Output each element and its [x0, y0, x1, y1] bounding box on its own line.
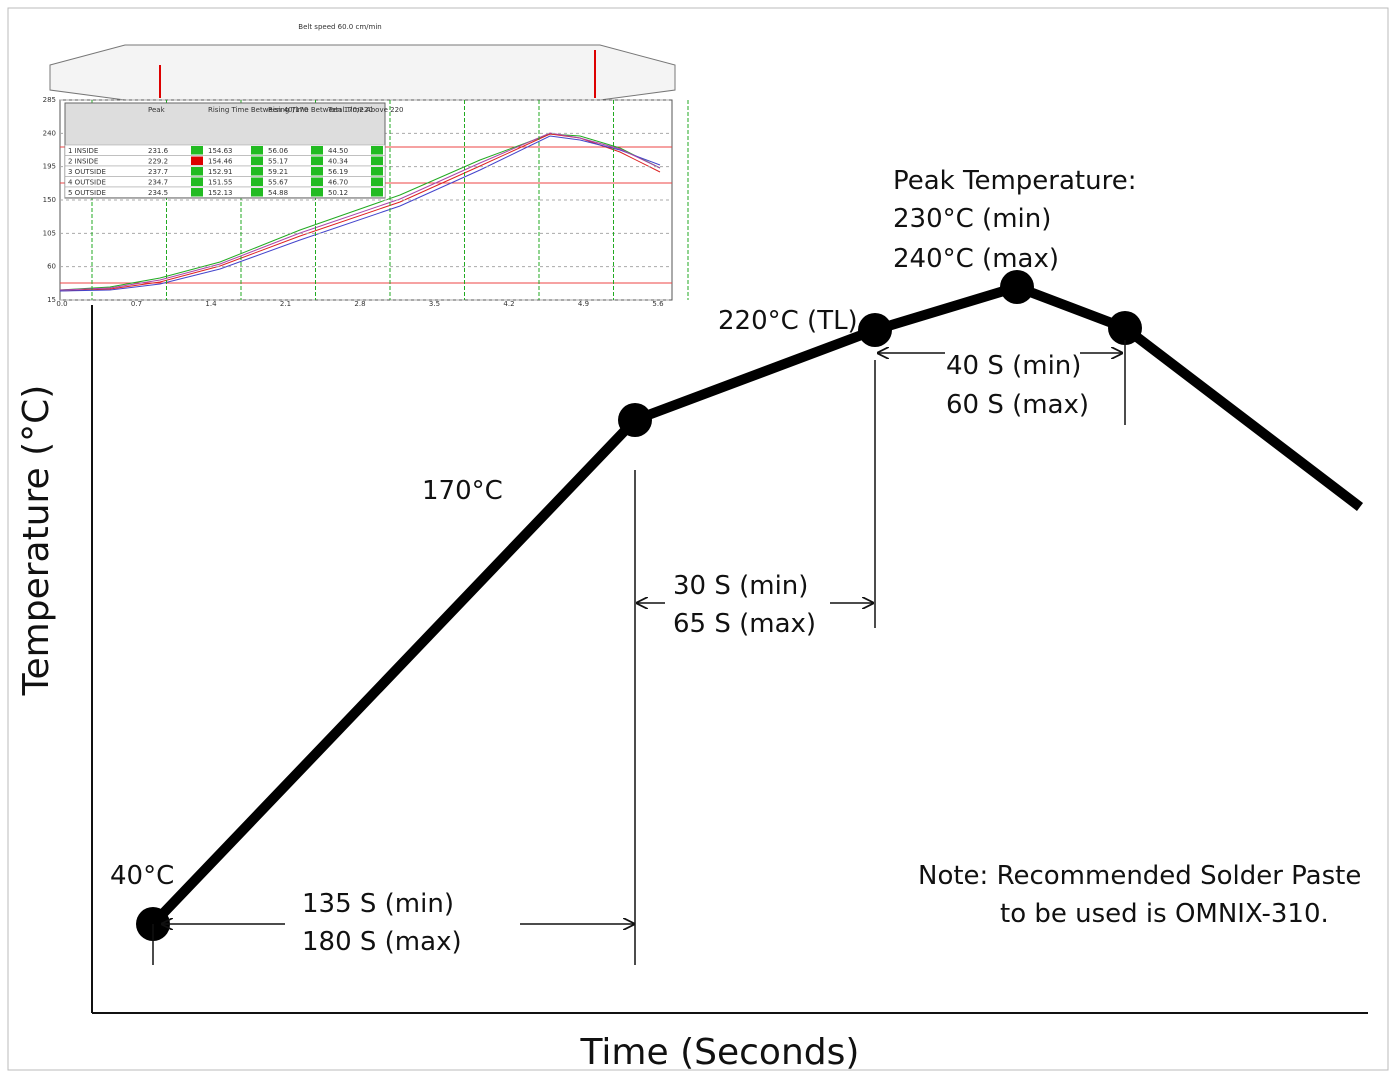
- table-header: Rising Time Between 40/170: [208, 106, 308, 114]
- table-cell: 59.21: [268, 168, 288, 176]
- table-cell: 231.6: [148, 147, 169, 155]
- inset-y-tick: 285: [43, 96, 56, 104]
- table-cell: 234.5: [148, 189, 168, 197]
- table-cell: 56.19: [328, 168, 348, 176]
- inset-x-tick: 3.5: [429, 300, 440, 308]
- table-cell: 55.67: [268, 179, 288, 187]
- table-cell: 44.50: [328, 147, 348, 155]
- inset-title: Belt speed 60.0 cm/min: [298, 23, 381, 31]
- pass-flag: [371, 146, 383, 155]
- note: to be used is OMNIX-310.: [1000, 899, 1329, 929]
- inset-y-tick: 195: [43, 163, 56, 171]
- frame: [7, 7, 1389, 1071]
- table-cell: 4 OUTSIDE: [68, 179, 106, 187]
- inset-curve: [59, 135, 661, 292]
- pass-flag: [251, 146, 263, 155]
- table-cell: 3 OUTSIDE: [68, 168, 106, 176]
- label: 30 S (min): [673, 571, 808, 601]
- pass-flag: [251, 167, 263, 176]
- table-header: Total Time Above 220: [327, 106, 403, 114]
- inset-x-tick: 5.6: [652, 300, 664, 308]
- inset-x-tick: 2.8: [354, 300, 365, 308]
- label: 180 S (max): [302, 927, 462, 957]
- pass-flag: [371, 188, 383, 197]
- pass-flag: [191, 146, 203, 155]
- label: Peak Temperature:: [893, 166, 1136, 196]
- inset-y-tick: 150: [43, 196, 56, 204]
- pass-flag: [371, 177, 383, 186]
- table-cell: 1 INSIDE: [68, 147, 98, 155]
- point: [1108, 311, 1142, 345]
- label: 135 S (min): [302, 889, 454, 919]
- pass-flag: [311, 177, 323, 186]
- pass-flag: [311, 156, 323, 165]
- table-cell: 154.46: [208, 158, 233, 166]
- point: [618, 403, 652, 437]
- table-cell: 56.06: [268, 147, 289, 155]
- inset-y-tick: 60: [47, 263, 56, 271]
- pass-flag: [371, 156, 383, 165]
- point: [858, 313, 892, 347]
- table-cell: 2 INSIDE: [68, 158, 98, 166]
- label: 240°C (max): [893, 244, 1059, 274]
- pass-flag: [191, 156, 203, 165]
- profile-points: [136, 270, 1142, 941]
- table-row: [64, 186, 386, 198]
- label: 220°C (TL): [718, 306, 858, 336]
- inset-y-tick: 15: [47, 296, 56, 304]
- pass-flag: [191, 188, 203, 197]
- note: Note: Recommended Solder Paste: [918, 861, 1361, 891]
- inset-curve: [59, 132, 661, 291]
- table-cell: 237.7: [148, 168, 168, 176]
- inset-x-tick: 0.7: [131, 300, 142, 308]
- inset-chart: Belt speed 60.0 cm/min 285 240 195 150 105 60…: [43, 23, 689, 308]
- inset-x-tick: 4.9: [578, 300, 589, 308]
- table-header: Peak: [148, 106, 166, 114]
- annotations: 40°C 135 S (min) 180 S (max) 170°C 30 S …: [110, 166, 1361, 957]
- table-cell: 234.7: [148, 179, 168, 187]
- conveyor: [49, 44, 676, 101]
- inset-curve: [59, 133, 661, 291]
- pass-flag: [251, 177, 263, 186]
- label: 60 S (max): [946, 390, 1089, 420]
- label: 230°C (min): [893, 204, 1051, 234]
- table-cell: 5 OUTSIDE: [68, 189, 106, 197]
- table-cell: 40.34: [328, 158, 349, 166]
- table-cell: 154.63: [208, 147, 233, 155]
- label: 170°C: [422, 476, 503, 506]
- pass-flag: [311, 167, 323, 176]
- pass-flag: [311, 146, 323, 155]
- guides: [152, 340, 1126, 965]
- pass-flag: [371, 167, 383, 176]
- table-cell: 54.88: [268, 189, 288, 197]
- pass-flag: [251, 156, 263, 165]
- table-cell: 55.17: [268, 158, 288, 166]
- label: 40°C: [110, 861, 174, 891]
- inset-curve: [59, 133, 661, 292]
- profile-line: [149, 281, 1364, 928]
- pass-flag: [191, 167, 203, 176]
- table-cell: 151.55: [208, 179, 233, 187]
- inset-y-tick: 105: [43, 229, 56, 237]
- label: 65 S (max): [673, 609, 816, 639]
- table-cell: 229.2: [148, 158, 168, 166]
- point: [1000, 270, 1034, 304]
- pass-flag: [191, 177, 203, 186]
- table-header: Rising Time Between 170/220: [268, 106, 373, 114]
- inset-x-tick: 1.4: [205, 300, 217, 308]
- inset-x-tick: 4.2: [503, 300, 514, 308]
- pass-flag: [311, 188, 323, 197]
- x-axis-label: Time (Seconds): [580, 1032, 860, 1073]
- table-cell: 46.70: [328, 179, 348, 187]
- table-cell: 50.12: [328, 189, 348, 197]
- label: 40 S (min): [946, 351, 1081, 381]
- inset-x-tick: 2.1: [280, 300, 291, 308]
- pass-flag: [251, 188, 263, 197]
- table-cell: 152.13: [208, 189, 233, 197]
- y-axis-label: Temperature (°C): [16, 385, 57, 697]
- table-cell: 152.91: [208, 168, 233, 176]
- inset-x-tick: 0.0: [56, 300, 67, 308]
- inset-y-tick: 240: [43, 129, 56, 137]
